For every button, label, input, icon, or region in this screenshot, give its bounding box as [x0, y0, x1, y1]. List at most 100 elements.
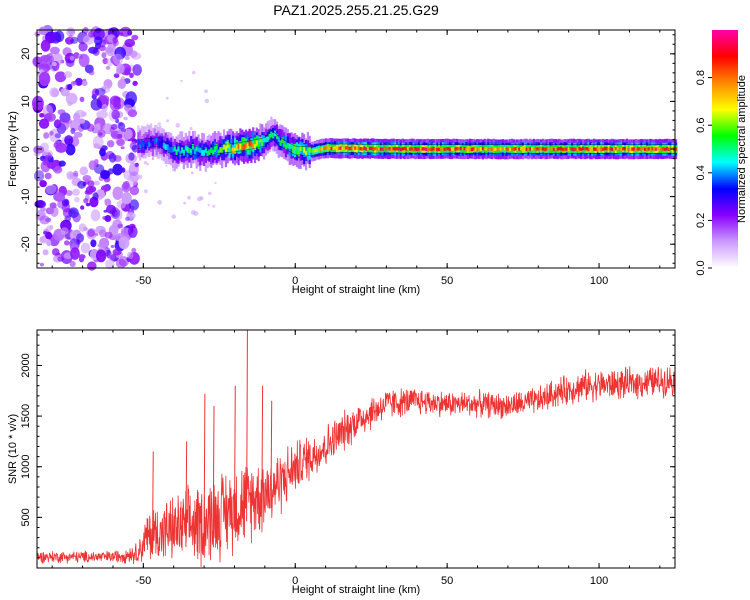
noise-blob [88, 46, 99, 54]
noise-speck [183, 201, 187, 205]
noise-blob [73, 170, 79, 177]
signal-cell [600, 147, 603, 151]
noise-speck [165, 164, 168, 167]
y-tick-label: 500 [20, 508, 32, 526]
signal-cell [510, 147, 514, 151]
signal-cell [392, 147, 395, 151]
noise-blob [112, 248, 122, 256]
signal-cell [443, 147, 446, 151]
signal-cell [330, 146, 333, 151]
noise-blob [67, 101, 73, 107]
signal-cell [465, 147, 468, 152]
noise-blob [64, 135, 74, 146]
signal-cell [405, 147, 408, 151]
noise-blob [125, 216, 130, 221]
y-tick-label: 20 [20, 48, 32, 60]
noise-blob [92, 192, 99, 201]
signal-cell [171, 146, 175, 153]
noise-blob [38, 118, 50, 129]
signal-cell [625, 147, 628, 151]
noise-blob [118, 256, 130, 267]
noise-blob [121, 191, 132, 205]
signal-cell [385, 147, 388, 151]
signal-cell [603, 146, 607, 151]
noise-blob [57, 109, 66, 115]
noise-blob [74, 131, 83, 138]
signal-cell [284, 144, 288, 151]
signal-cell [343, 146, 346, 150]
signal-cell [275, 133, 278, 140]
signal-cell [259, 137, 262, 143]
signal-cell [241, 145, 244, 151]
signal-cell [596, 147, 599, 151]
signal-cell [345, 146, 348, 150]
noise-speck [175, 123, 181, 128]
signal-cell [658, 147, 661, 151]
signal-cell [498, 146, 501, 151]
signal-cell [190, 149, 193, 155]
signal-cell [480, 147, 483, 151]
signal-cell [501, 146, 504, 151]
signal-cell [359, 147, 362, 151]
signal-cell [505, 147, 508, 151]
signal-cell [565, 147, 568, 151]
signal-cell [662, 147, 665, 151]
signal-cell [644, 147, 647, 151]
signal-cell [547, 147, 550, 151]
signal-cell [204, 147, 207, 153]
signal-cell [195, 146, 198, 159]
signal-cell [244, 142, 247, 149]
noise-blob [68, 34, 73, 40]
signal-cell [419, 147, 422, 151]
noise-speck [146, 162, 149, 166]
y-tick-label: 0 [20, 146, 32, 152]
y-tick-label: -20 [20, 236, 32, 252]
signal-cell [308, 146, 311, 153]
signal-cell [144, 143, 147, 150]
signal-cell [381, 147, 384, 151]
signal-cell [503, 147, 506, 151]
signal-cell [297, 143, 300, 157]
noise-blob [39, 180, 47, 188]
signal-cell [459, 146, 463, 151]
noise-speck [143, 189, 148, 194]
noise-blob [82, 175, 92, 182]
snr-x-label: Height of straight line (km) [292, 584, 420, 596]
signal-cell [266, 136, 269, 143]
signal-cell [518, 147, 521, 151]
signal-cell [191, 143, 195, 150]
noise-blob [131, 144, 139, 153]
noise-speck [207, 203, 210, 207]
signal-cell [283, 141, 286, 147]
signal-cell [217, 149, 220, 156]
noise-blob [83, 198, 89, 204]
snr-series-line [36, 366, 676, 567]
noise-blob [86, 123, 95, 132]
signal-cell [197, 146, 200, 152]
signal-cell [248, 140, 251, 146]
snr-y-label: SNR (10 * v/v) [7, 414, 19, 484]
noise-blob [124, 67, 131, 76]
signal-cell [173, 145, 176, 152]
noise-blob [132, 64, 142, 76]
signal-cell [292, 147, 295, 153]
signal-cell [412, 147, 415, 151]
signal-cell [305, 144, 308, 157]
signal-cell [636, 147, 639, 151]
noise-blob [112, 36, 118, 44]
signal-cell [665, 147, 669, 151]
noise-speck [192, 70, 196, 75]
signal-cell [232, 147, 235, 153]
signal-cell [414, 147, 417, 151]
signal-cell [243, 144, 246, 150]
signal-cell [326, 146, 329, 151]
signal-cell [387, 146, 390, 151]
signal-cell [549, 147, 552, 151]
signal-cell [184, 145, 187, 151]
noise-blob [54, 133, 62, 139]
noise-blob [78, 118, 86, 124]
noise-blob [63, 252, 73, 259]
signal-cell [454, 147, 457, 151]
noise-blob [120, 146, 125, 150]
signal-cell [306, 148, 309, 161]
